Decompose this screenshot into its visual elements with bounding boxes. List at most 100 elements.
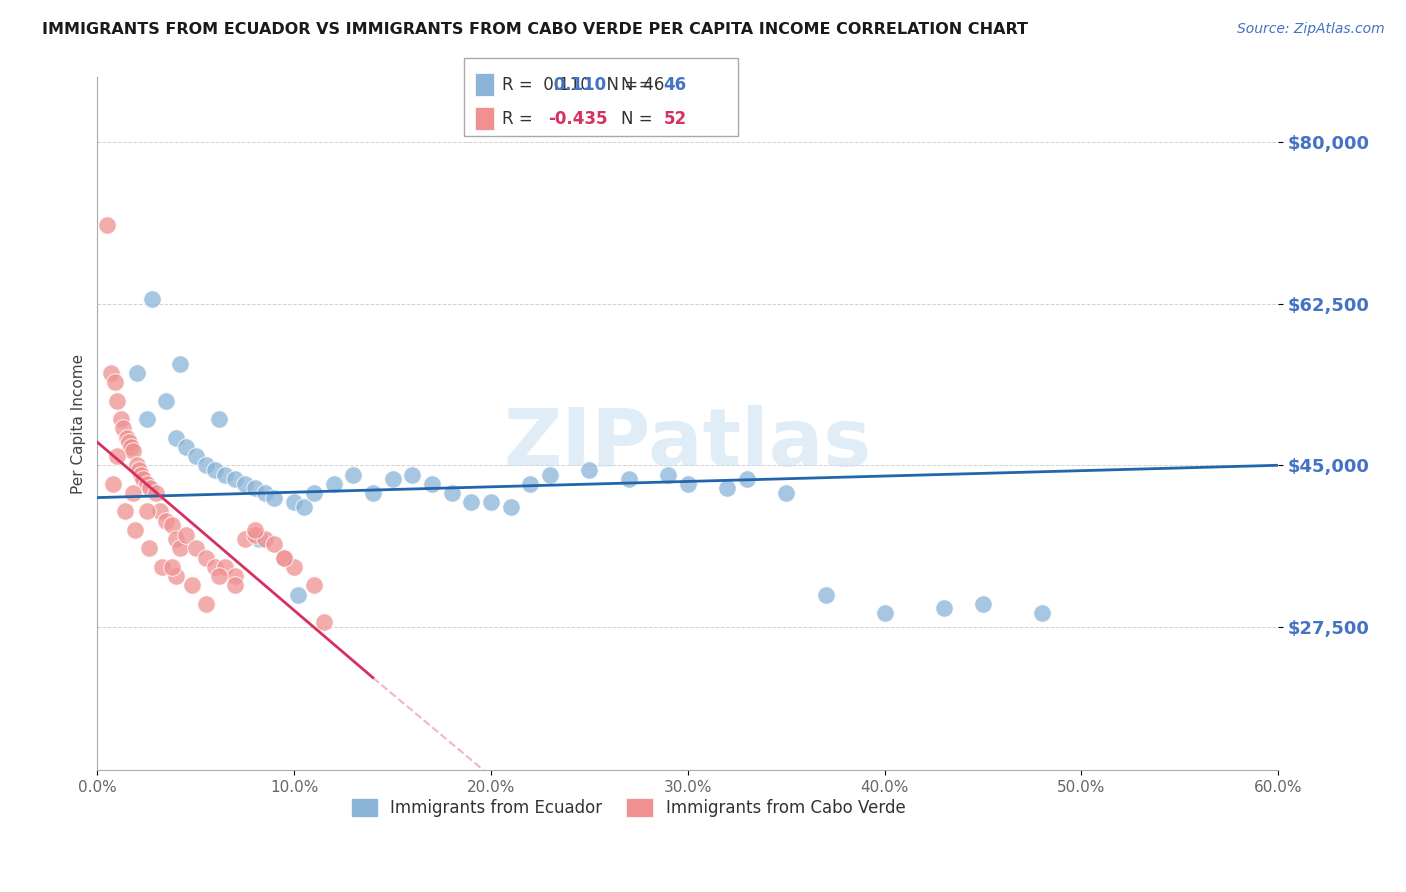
- Point: [224, 569, 246, 583]
- Point: [302, 578, 325, 592]
- Point: [273, 550, 295, 565]
- Point: [138, 541, 160, 556]
- Text: -0.435: -0.435: [548, 110, 607, 128]
- Point: [253, 486, 276, 500]
- Point: [243, 481, 266, 495]
- Point: [105, 393, 128, 408]
- Point: [104, 375, 127, 389]
- Point: [135, 504, 157, 518]
- Point: [214, 559, 236, 574]
- Point: [169, 357, 191, 371]
- Point: [224, 578, 246, 592]
- Point: [120, 440, 142, 454]
- Point: [141, 292, 163, 306]
- Point: [479, 495, 502, 509]
- Point: [676, 476, 699, 491]
- Point: [96, 218, 118, 232]
- Point: [302, 486, 325, 500]
- Text: R =  0.110   N = 46: R = 0.110 N = 46: [502, 76, 664, 94]
- Point: [233, 476, 256, 491]
- Point: [135, 412, 157, 426]
- Point: [165, 431, 187, 445]
- Point: [194, 597, 217, 611]
- Point: [381, 472, 404, 486]
- Point: [121, 444, 143, 458]
- Point: [247, 532, 270, 546]
- Point: [180, 578, 202, 592]
- Point: [174, 527, 197, 541]
- Legend: Immigrants from Ecuador, Immigrants from Cabo Verde: Immigrants from Ecuador, Immigrants from…: [346, 792, 912, 824]
- Point: [160, 559, 183, 574]
- Point: [972, 597, 994, 611]
- Point: [233, 532, 256, 546]
- Point: [873, 606, 896, 620]
- Point: [139, 481, 162, 495]
- Point: [617, 472, 640, 486]
- Point: [149, 504, 172, 518]
- Text: N =: N =: [621, 76, 658, 94]
- Point: [460, 495, 482, 509]
- Point: [115, 431, 138, 445]
- Point: [155, 393, 177, 408]
- Point: [101, 476, 124, 491]
- Point: [519, 476, 541, 491]
- Point: [1031, 606, 1053, 620]
- Point: [224, 472, 246, 486]
- Point: [932, 601, 955, 615]
- Point: [110, 412, 132, 426]
- Text: 0.110: 0.110: [548, 76, 606, 94]
- Point: [440, 486, 463, 500]
- Point: [129, 467, 152, 482]
- Point: [716, 481, 738, 495]
- Text: R =: R =: [502, 110, 538, 128]
- Point: [814, 588, 837, 602]
- Point: [169, 541, 191, 556]
- Point: [100, 366, 122, 380]
- Point: [263, 537, 285, 551]
- Point: [214, 467, 236, 482]
- Point: [145, 486, 167, 500]
- Point: [401, 467, 423, 482]
- Point: [775, 486, 797, 500]
- Point: [420, 476, 443, 491]
- Point: [204, 463, 226, 477]
- Point: [165, 532, 187, 546]
- Point: [273, 550, 295, 565]
- Point: [160, 518, 183, 533]
- Point: [184, 541, 207, 556]
- Point: [499, 500, 522, 514]
- Point: [263, 491, 285, 505]
- Point: [125, 458, 148, 473]
- Point: [121, 486, 143, 500]
- Point: [150, 559, 173, 574]
- Point: [131, 472, 153, 486]
- Text: IMMIGRANTS FROM ECUADOR VS IMMIGRANTS FROM CABO VERDE PER CAPITA INCOME CORRELAT: IMMIGRANTS FROM ECUADOR VS IMMIGRANTS FR…: [42, 22, 1028, 37]
- Point: [125, 366, 148, 380]
- Point: [657, 467, 679, 482]
- Point: [283, 559, 305, 574]
- Point: [114, 504, 136, 518]
- Point: [111, 421, 134, 435]
- Point: [243, 527, 266, 541]
- Point: [135, 476, 157, 491]
- Point: [105, 449, 128, 463]
- Point: [538, 467, 561, 482]
- Point: [735, 472, 758, 486]
- Text: 52: 52: [664, 110, 686, 128]
- Point: [253, 532, 276, 546]
- Point: [194, 550, 217, 565]
- Y-axis label: Per Capita Income: Per Capita Income: [72, 353, 86, 494]
- Point: [184, 449, 207, 463]
- Text: ZIPatlas: ZIPatlas: [503, 406, 872, 483]
- Point: [208, 569, 231, 583]
- Point: [204, 559, 226, 574]
- Point: [342, 467, 364, 482]
- Point: [174, 440, 197, 454]
- Point: [283, 495, 305, 509]
- Point: [118, 435, 141, 450]
- Point: [194, 458, 217, 473]
- Point: [578, 463, 600, 477]
- Point: [124, 523, 146, 537]
- Text: Source: ZipAtlas.com: Source: ZipAtlas.com: [1237, 22, 1385, 37]
- Point: [155, 514, 177, 528]
